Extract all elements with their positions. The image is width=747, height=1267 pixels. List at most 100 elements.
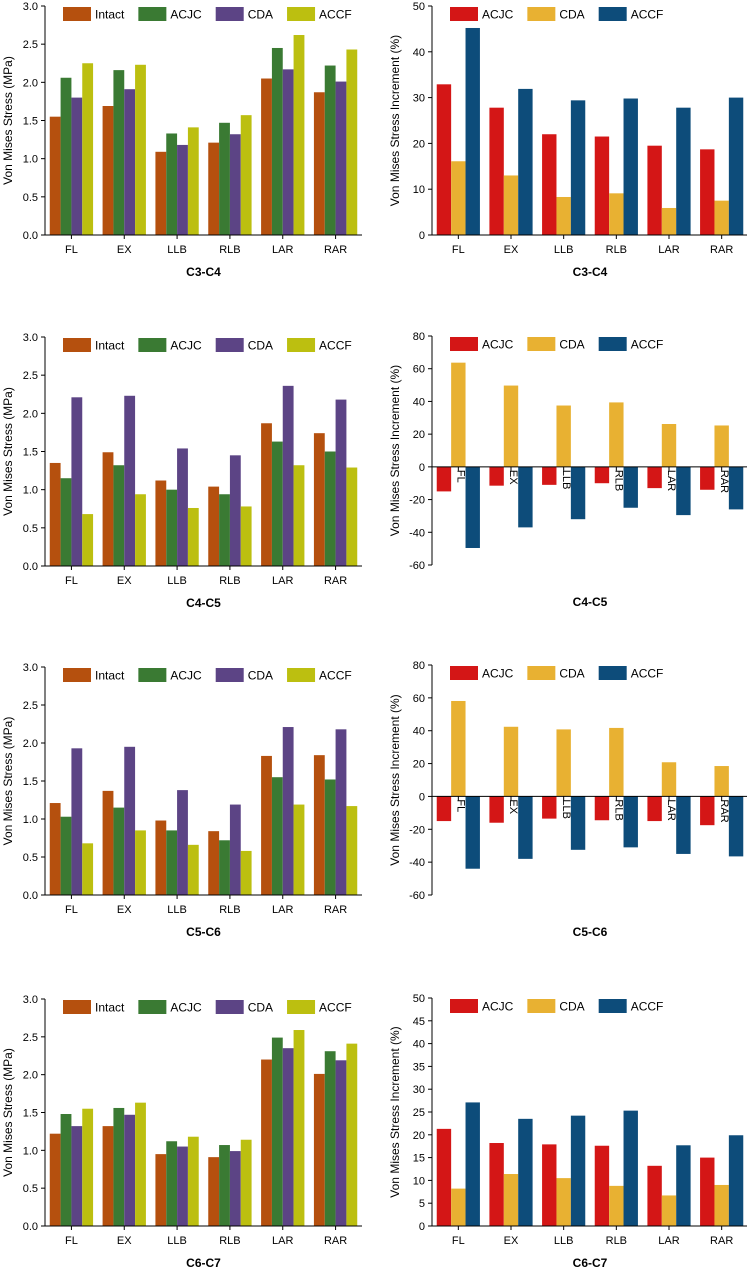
legend-swatch-acjc (450, 7, 478, 21)
y-tick-label: -40 (409, 527, 425, 539)
y-tick-label: 0 (419, 462, 425, 474)
x-tick-label: EX (507, 470, 519, 485)
legend-swatch-cda (527, 337, 556, 351)
legend-swatch-cda (215, 1000, 244, 1014)
x-tick-label: LLB (560, 470, 572, 490)
bar-cda-llb (177, 448, 188, 566)
bar-intact-lar (261, 423, 272, 566)
x-tick-label: LAR (665, 799, 677, 820)
x-tick-label: RAR (324, 244, 347, 256)
bar-accf-lar (676, 107, 691, 235)
bar-acjc-ex (113, 807, 125, 895)
bar-intact-llb (155, 151, 167, 235)
bar-accf-llb (570, 100, 586, 235)
legend-label-cda: CDA (559, 8, 584, 22)
bar-acjc-fl (436, 466, 452, 492)
bar-cda-fl (451, 700, 466, 797)
bar-acjc-llb (166, 133, 178, 235)
bar-accf-rlb (240, 1139, 252, 1226)
y-axis-title: Von Mises Stress Increment (%) (388, 35, 402, 206)
x-tick-label: LLB (167, 244, 187, 256)
bar-acjc-rlb (594, 1145, 610, 1226)
chart-7: 0.0 0.5 1.0 1.5 2.0 2.5 3.0 FL EX LLB RLB LAR RAR Von… (1, 994, 362, 1267)
chart-title: C5-C6 (573, 925, 608, 939)
bar-accf-ex (518, 466, 533, 528)
bar-accf-llb (187, 844, 199, 895)
bar-cda-ex (124, 89, 136, 235)
legend: Intact ACJC CDA ACCF (63, 668, 352, 683)
y-tick-label: 1.5 (23, 116, 38, 128)
legend: ACJC CDA ACCF (450, 666, 663, 681)
bar-acjc-lar (271, 777, 283, 895)
y-tick-label: 5 (419, 1198, 425, 1210)
chart-2: 0 10 20 30 40 50 FL EX LLB RLB LAR RAR Von Mises Str… (388, 1, 747, 279)
bar-cda-lar (282, 727, 294, 895)
y-tick-label: 2.5 (23, 39, 38, 51)
bar-accf-rlb (240, 115, 252, 235)
bar-cda-fl (71, 97, 83, 235)
bar-intact-rlb (208, 486, 220, 566)
bar-accf-fl (465, 27, 480, 236)
x-tick-label: LAR (272, 904, 293, 916)
bar-acjc-fl (60, 816, 72, 895)
legend-label-cda: CDA (559, 667, 584, 681)
bar-cda-llb (556, 405, 571, 467)
bar-cda-ex (124, 1114, 136, 1226)
bar-cda-rar (335, 81, 347, 235)
bar-intact-lar (261, 1059, 272, 1226)
bar-acjc-rar (700, 1157, 715, 1226)
legend-swatch-accf (598, 999, 627, 1013)
x-tick-label: LLB (554, 244, 574, 256)
y-tick-label: 2.0 (23, 408, 38, 420)
x-tick-label: RLB (219, 1235, 240, 1247)
bar-cda-rar (714, 1184, 729, 1226)
legend-label-cda: CDA (248, 1001, 273, 1015)
bar-cda-fl (451, 161, 466, 235)
bar-accf-rlb (240, 506, 252, 566)
y-tick-label: 1.5 (23, 447, 38, 459)
y-tick-label: 1.0 (23, 485, 38, 497)
legend-label-intact: Intact (95, 1001, 125, 1015)
bar-accf-llb (187, 507, 199, 566)
bar-intact-llb (155, 480, 167, 566)
legend-label-intact: Intact (95, 669, 125, 683)
bar-accf-lar (293, 804, 305, 895)
y-axis-title: Von Mises Stress Increment (%) (388, 694, 402, 865)
legend-swatch-intact (63, 1000, 91, 1014)
bar-accf-ex (135, 830, 146, 895)
y-tick-label: 20 (413, 138, 425, 150)
bar-cda-fl (451, 362, 466, 467)
legend-label-accf: ACCF (631, 338, 664, 352)
bar-intact-lar (261, 755, 272, 895)
x-tick-label: FL (65, 904, 78, 916)
chart-5: 0.0 0.5 1.0 1.5 2.0 2.5 3.0 FL EX LLB RLB LAR RAR Von… (1, 662, 362, 939)
bar-cda-lar (661, 424, 677, 467)
x-tick-label: RAR (710, 1235, 733, 1247)
x-tick-label: FL (65, 575, 78, 587)
bar-accf-llb (570, 796, 586, 850)
y-tick-label: 20 (413, 1130, 425, 1142)
y-tick-label: 2.5 (23, 1032, 38, 1044)
y-tick-label: 2.5 (23, 700, 38, 712)
bar-acjc-fl (60, 77, 72, 235)
bar-accf-fl (82, 514, 94, 566)
legend-swatch-accf (287, 7, 316, 21)
legend-label-acjc: ACJC (482, 1000, 514, 1014)
bar-accf-rar (346, 49, 358, 236)
y-tick-label: 40 (413, 726, 425, 738)
legend-label-cda: CDA (248, 8, 273, 22)
bar-accf-ex (135, 64, 146, 235)
bar-acjc-llb (542, 796, 557, 819)
bar-cda-rar (335, 1060, 347, 1226)
y-tick-label: 3.0 (23, 994, 38, 1006)
bar-cda-ex (503, 385, 519, 467)
legend-swatch-cda (215, 338, 244, 352)
bar-intact-rar (313, 433, 325, 566)
y-tick-label: 10 (413, 184, 425, 196)
bar-accf-llb (187, 1136, 199, 1226)
bar-acjc-ex (113, 1107, 125, 1226)
legend-swatch-intact (63, 668, 91, 682)
bar-acjc-rar (700, 796, 715, 826)
x-tick-label: EX (504, 1235, 519, 1247)
legend-label-accf: ACCF (319, 1001, 352, 1015)
